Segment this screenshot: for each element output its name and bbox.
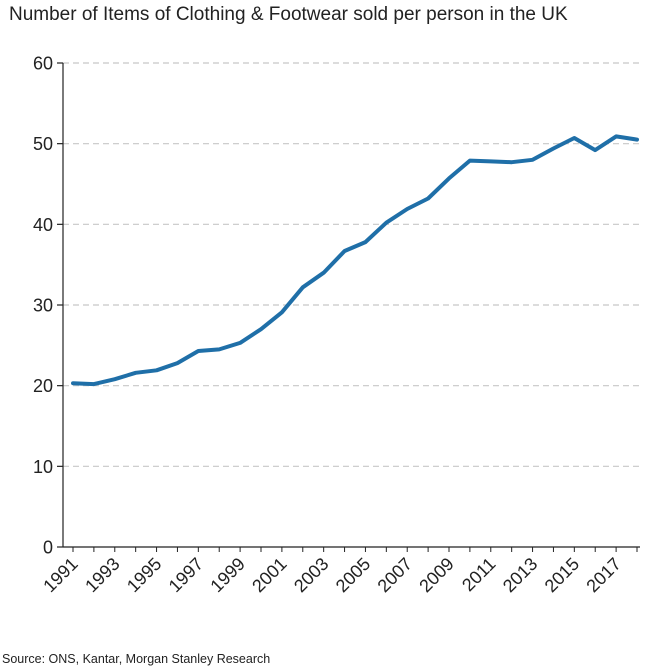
data-point [448,177,450,179]
data-point [176,362,178,364]
data-point [218,348,220,350]
data-point [281,311,283,313]
data-point [260,328,262,330]
y-tick-label: 20 [33,376,53,396]
data-point [594,149,596,151]
y-tick-label: 40 [33,215,53,235]
x-tick-label: 2007 [374,554,416,596]
series-line [71,134,639,387]
data-point [636,139,638,141]
data-point [344,250,346,252]
data-point [469,160,471,162]
data-point [532,159,534,161]
data-point [511,161,513,163]
y-tick-label: 50 [33,134,53,154]
data-point [72,382,74,384]
data-point [135,372,137,374]
x-axis-ticks: 1991 1993 1995 1997 1999 2001 2003 2005 2007 2009… [39,547,638,596]
chart-title: Number of Items of Clothing & Footwear s… [9,4,568,25]
x-tick-label: 2001 [248,554,290,596]
data-point [615,135,617,137]
x-tick-label: 2005 [332,554,374,596]
data-point [239,342,241,344]
data-point [573,137,575,139]
data-point [93,383,95,385]
x-tick-label: 1997 [165,554,207,596]
y-tick-label: 10 [33,457,53,477]
x-tick-label: 2003 [290,554,332,596]
series-group [71,134,639,387]
gridlines [63,62,640,467]
x-tick-label: 2015 [541,554,583,596]
data-point [490,160,492,162]
x-tick-label: 1995 [123,554,165,596]
data-point [552,148,554,150]
x-tick-label: 2009 [415,554,457,596]
y-tick-label: 60 [33,54,53,74]
data-point [302,286,304,288]
y-tick-label: 0 [43,538,53,558]
data-point [364,241,366,243]
data-point [427,198,429,200]
x-tick-label: 1991 [39,554,81,596]
data-point [156,369,158,371]
data-point [197,350,199,352]
x-tick-label: 1993 [81,554,123,596]
x-tick-label: 2017 [582,554,624,596]
y-tick-label: 30 [33,296,53,316]
source-note: Source: ONS, Kantar, Morgan Stanley Rese… [2,652,271,666]
x-tick-label: 2011 [458,554,500,596]
data-point [385,222,387,224]
data-point [323,272,325,274]
data-point [114,378,116,380]
x-tick-label: 2013 [499,554,541,596]
data-point [406,208,408,210]
y-axis-ticks: 0 10 20 30 40 50 60 [33,54,63,558]
x-tick-label: 1999 [206,554,248,596]
